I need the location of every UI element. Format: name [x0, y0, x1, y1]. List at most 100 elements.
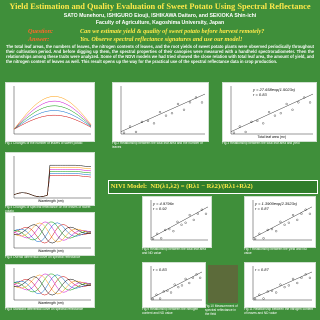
plot-dot [170, 112, 174, 115]
plot-dot [146, 119, 150, 122]
plot-dot [180, 223, 183, 226]
plot-dot [287, 221, 290, 224]
figure-panel: Wavelength (nm) [5, 264, 95, 308]
plot-curve [120, 93, 206, 132]
figure-panel [5, 82, 95, 142]
plot-dot [262, 297, 265, 300]
plot-curve [13, 114, 92, 130]
figure-caption: Fig.11 Relationship between the nitrogen… [244, 307, 314, 315]
plot-curve [150, 206, 209, 239]
plot-curve [13, 221, 92, 241]
field-photo [208, 265, 238, 303]
plot-curve [13, 222, 92, 243]
plot-curve [150, 271, 203, 299]
plot-dot [285, 102, 288, 106]
plot-annotation: r = 0.87 [255, 206, 269, 211]
plot-dot [291, 277, 295, 280]
plot-dot [262, 237, 265, 240]
plot-dot [254, 298, 257, 301]
answer-text: Yes. Observe spectral reflectance signat… [80, 36, 243, 43]
plot-dot [152, 122, 156, 125]
figure-panel: Wavelength (nm) [5, 152, 95, 206]
plot-dot [300, 212, 303, 215]
question: Question: Can we estimate yield & quality… [28, 28, 264, 35]
plot-dot [160, 237, 163, 240]
plot-dot [192, 218, 195, 221]
plot-dot [176, 102, 180, 106]
plot-dot [122, 131, 126, 134]
plot [252, 266, 313, 301]
plot-dot [308, 276, 311, 279]
abstract: The total leaf areas, the numbers of lea… [6, 44, 314, 65]
figure-panel: y = 4.9796x r = 0.92 [142, 196, 212, 248]
figure-caption: Fig.3 Relationship between the total lea… [222, 141, 300, 145]
model-label: NIVI Model: [110, 183, 148, 190]
figure-panel: r = 0.87 [244, 262, 316, 308]
plot-dot [244, 130, 247, 134]
plot [13, 216, 92, 249]
question-label: Question: [28, 28, 54, 35]
plot-dot [151, 237, 155, 240]
plot-curve [230, 93, 314, 132]
plot-annotation: r = 0.87 [255, 267, 269, 272]
plot-dot [151, 298, 154, 301]
plot-dot [256, 119, 259, 122]
plot-dot [262, 122, 265, 125]
plot-dot [169, 291, 173, 294]
plot-dot [297, 101, 300, 104]
plot-dot [196, 212, 199, 215]
authors: SATO Munehoru, ISHIGURO Eiouji, ISHIKAWA… [63, 13, 257, 19]
plot-dot [308, 212, 311, 215]
plot-dot [164, 114, 168, 117]
plot-dot [283, 286, 286, 289]
plot-dot [188, 101, 192, 104]
plot-dot [275, 230, 278, 233]
figure-caption: Fig.5 Overall differential curve on spec… [5, 255, 81, 259]
plot-curve [13, 273, 92, 293]
model-box: NIVI Model: ND(λ1,λ2) = (Rλ1 − Rλ2)/(Rλ1… [108, 180, 318, 194]
plot-dot [188, 214, 191, 217]
plot [252, 200, 313, 241]
plot-curve [14, 276, 92, 296]
figure-caption: Fig.4 Changes of spectral reflectance on… [5, 205, 91, 213]
plot [13, 156, 92, 199]
plot [13, 268, 92, 301]
plot-curve [252, 271, 313, 299]
plot-dot [254, 237, 257, 240]
plot-dot [176, 220, 179, 223]
x-axis-label: Wavelength (nm) [38, 249, 64, 253]
answer-label: Answer: [28, 36, 50, 43]
x-axis-label: Total leaf area (m²) [257, 135, 286, 139]
plot-dot [268, 111, 271, 114]
plot-curve [13, 221, 92, 241]
plot-dot [128, 125, 132, 128]
figure-panel: y = 27.658exp(1.5023x) r = 0.83 Total leaf… [222, 82, 317, 142]
plot-curve [13, 274, 92, 295]
plot-curve [13, 222, 92, 243]
plot-dot [158, 111, 162, 114]
plot-curve [13, 175, 92, 198]
answer: Answer: Yes. Observe spectral reflectance… [28, 36, 242, 43]
plot-annotation: y = 27.658exp(1.5023x) [253, 87, 296, 92]
figure-caption: Fig.9 Relationship between the nitrogen … [142, 307, 199, 315]
plot-curve [13, 164, 92, 198]
question-text: Can we estimate yield & quality of sweet… [80, 28, 265, 35]
plot-dot [309, 101, 312, 104]
plot-annotation: y = 4.9796x [153, 201, 174, 206]
plot-curve [13, 105, 92, 130]
x-axis-label: Wavelength (nm) [38, 301, 64, 305]
plot-dot [275, 291, 278, 294]
plot [13, 86, 92, 135]
plot-dot [283, 223, 286, 226]
plot-annotation: r = 0.83 [153, 267, 167, 272]
plot-dot [238, 125, 241, 128]
plot-dot [199, 276, 202, 279]
plot-curve [13, 96, 92, 130]
figure-panel [112, 82, 209, 142]
plot [230, 86, 314, 135]
plot-dot [279, 220, 282, 223]
plot-dot [273, 114, 276, 117]
plot-dot [184, 277, 187, 280]
plot-curve [13, 100, 92, 130]
